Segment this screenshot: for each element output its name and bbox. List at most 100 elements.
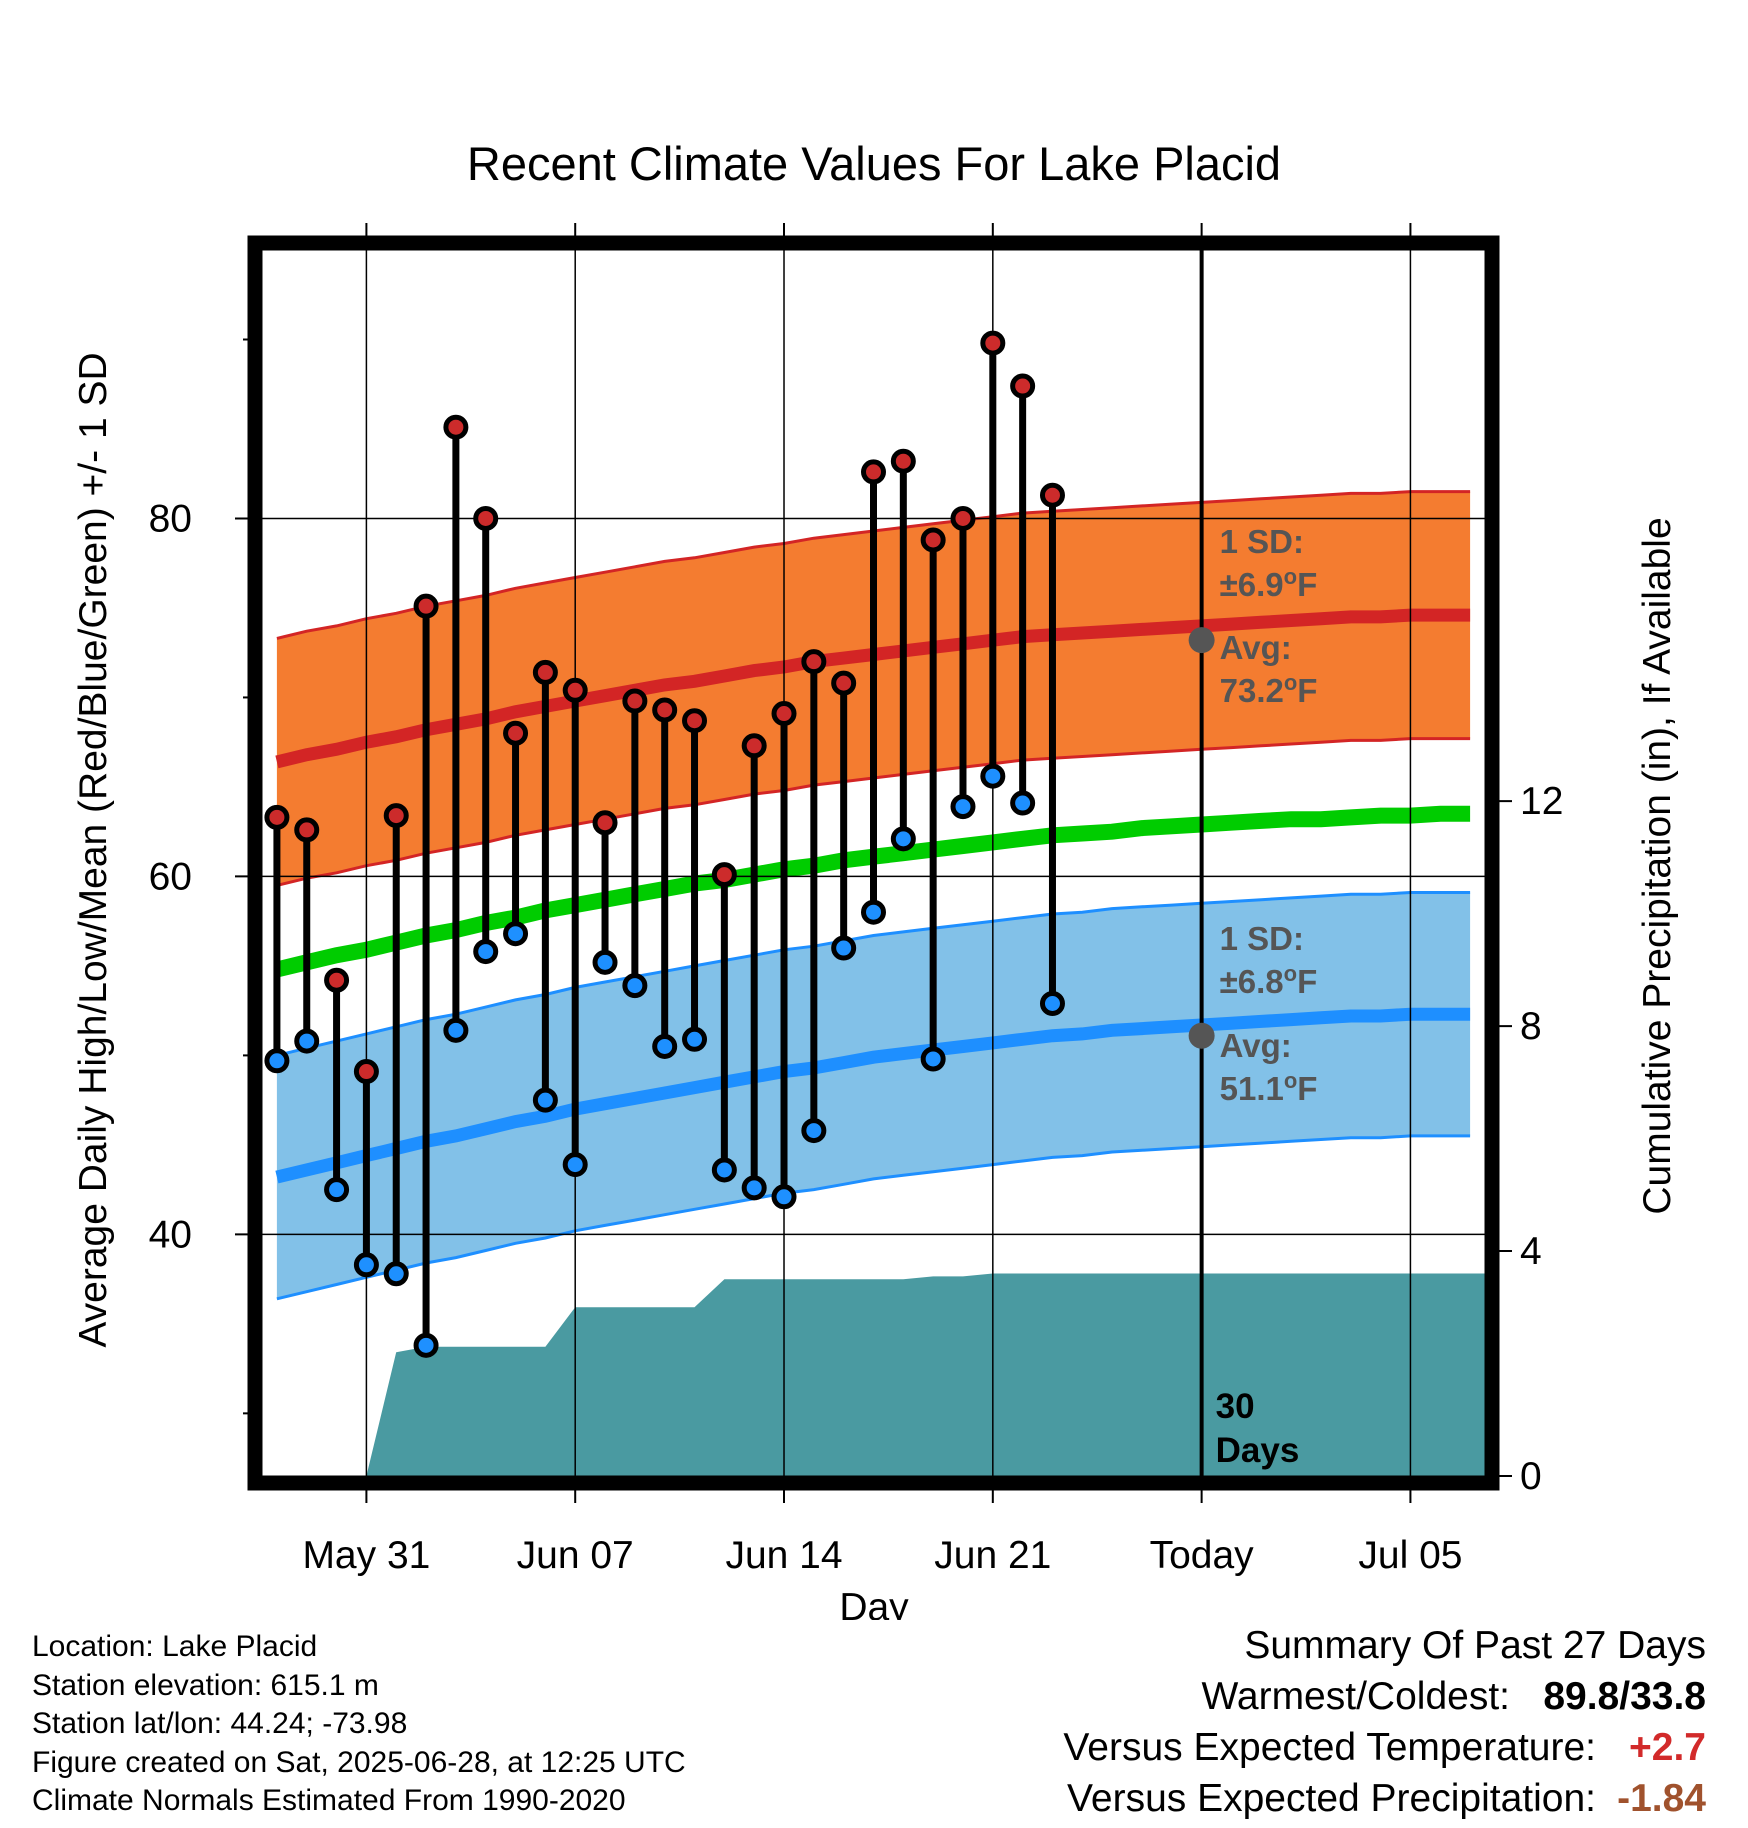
observed-high-point: [383, 803, 409, 829]
elevation-text: Station elevation: 615.1 m: [32, 1668, 379, 1702]
observed-high-point: [503, 720, 529, 746]
observed-high-point: [622, 688, 648, 714]
precip-row: Versus Expected Precipitation: -1.84: [1063, 1773, 1706, 1824]
observed-high-point: [1039, 482, 1065, 508]
y-tick-label: 40: [149, 1213, 192, 1256]
normals-text: Climate Normals Estimated From 1990-2020: [32, 1784, 626, 1817]
warm-cold-row: Warmest/Coldest: 89.8/33.8: [1063, 1671, 1706, 1722]
observed-high-point: [920, 527, 946, 553]
x-tick-label: Jun 21: [934, 1534, 1051, 1577]
observed-low-point: [831, 935, 857, 961]
low-sd-value: ±6.8oF: [1220, 961, 1318, 1001]
observed-low-point: [443, 1017, 469, 1043]
observed-high-point: [562, 677, 588, 703]
observed-low-point: [682, 1026, 708, 1052]
observed-low-point: [264, 1048, 290, 1074]
low-sd-upper-line: [276, 891, 1471, 1057]
observed-low-point: [294, 1028, 320, 1054]
latlon-text: Station lat/lon: 44.24; -73.98: [32, 1707, 408, 1740]
observed-low-point: [413, 1332, 439, 1358]
observed-low-point: [1039, 990, 1065, 1016]
plot-frame: [247, 235, 1500, 1491]
observed-low-point: [503, 921, 529, 947]
observed-low-point: [980, 763, 1006, 789]
high-sd-value: ±6.9oF: [1220, 564, 1318, 604]
low-avg-label: Avg:: [1220, 1027, 1292, 1064]
observed-low-point: [920, 1046, 946, 1072]
warm-cold-value: 89.8/33.8: [1543, 1675, 1706, 1718]
observed-low-point: [562, 1152, 588, 1178]
observed-low-point: [1102, 0, 1122, 10]
precip-days-label: 30 Days: [1216, 1387, 1300, 1470]
plot-area: [262, 0, 1485, 1476]
y2-tick-label: 8: [1520, 1005, 1542, 1048]
y-axis-label: Average Daily High/Low/Mean (Red/Blue/Gr…: [72, 352, 115, 1347]
normal-low-line: [275, 1007, 1471, 1184]
observed-high-point: [1102, 0, 1122, 10]
temp-value: +2.7: [1629, 1726, 1706, 1769]
observed-high-point: [324, 967, 350, 993]
y2-tick-label: 4: [1520, 1230, 1542, 1273]
observed-high-point: [1162, 0, 1182, 10]
observed-high-point: [473, 505, 499, 531]
precip-area: [262, 1273, 1485, 1476]
observed-low-point: [622, 973, 648, 999]
today-low-avg-point: [1188, 1022, 1215, 1049]
climate-chart: Recent Climate Values For Lake Placid 1 …: [72, 0, 1679, 1620]
observed-low-point: [592, 949, 618, 975]
y-tick-label: 60: [149, 855, 192, 898]
observed-high-point: [353, 1059, 379, 1085]
high-avg-label: Avg:: [1220, 629, 1292, 666]
x-tick-label: May 31: [302, 1534, 430, 1577]
observed-high-point: [771, 701, 797, 727]
x-tick-label: Jun 07: [517, 1534, 634, 1577]
observed-low-point: [890, 826, 916, 852]
observed-high-point: [443, 414, 469, 440]
observed-low-point: [771, 1184, 797, 1210]
observed-low-point: [1010, 790, 1036, 816]
observed-low-point: [383, 1261, 409, 1287]
observed-high-point: [532, 659, 558, 685]
observed-low-point: [861, 899, 886, 925]
high-sd-label: 1 SD:: [1220, 523, 1304, 560]
observed-high-point: [264, 804, 290, 830]
x-tick-label: Jul 05: [1358, 1534, 1462, 1577]
observed-high-point: [801, 649, 827, 675]
observed-low-point: [652, 1033, 678, 1059]
observed-low-point: [1162, 0, 1182, 10]
precip-label: Versus Expected Precipitation:: [1067, 1777, 1596, 1820]
x-axis-label: Day: [839, 1586, 909, 1620]
location-text: Location: Lake Placid: [32, 1630, 318, 1663]
observed-low-point: [1132, 0, 1152, 10]
y-tick-label: 80: [149, 497, 192, 540]
summary-panel: Summary Of Past 27 Days Warmest/Coldest:…: [1063, 1620, 1706, 1824]
observed-high-point: [413, 593, 439, 619]
observed-low-point: [324, 1177, 350, 1203]
observed-high-point: [861, 459, 886, 485]
observed-low-point: [353, 1252, 379, 1278]
observed-high-point: [741, 733, 767, 759]
summary-title: Summary Of Past 27 Days: [1244, 1624, 1706, 1667]
warm-cold-label: Warmest/Coldest:: [1201, 1675, 1510, 1718]
observed-high-point: [711, 862, 737, 888]
observed-low-point: [711, 1157, 737, 1183]
high-avg-value: 73.2oF: [1220, 670, 1318, 710]
y2-axis-label: Cumulative Precipitation (in), If Availa…: [1636, 517, 1679, 1214]
observed-low-point: [473, 939, 499, 965]
observed-high-point: [1072, 0, 1092, 10]
y2-tick-label: 12: [1520, 780, 1563, 823]
today-high-avg-point: [1188, 627, 1215, 654]
x-tick-label: Today: [1150, 1534, 1255, 1577]
observed-high-point: [950, 505, 976, 531]
precip-value: -1.84: [1617, 1777, 1706, 1820]
observed-high-point: [294, 817, 320, 843]
temp-row: Versus Expected Temperature: +2.7: [1063, 1722, 1706, 1773]
low-sd-lower-line: [276, 1134, 1471, 1301]
station-info: Location: Lake Placid Station elevation:…: [32, 1628, 686, 1821]
observed-low-point: [1072, 0, 1092, 10]
chart-title: Recent Climate Values For Lake Placid: [467, 137, 1281, 190]
observed-low-point: [532, 1087, 558, 1113]
observed-high-point: [592, 810, 618, 836]
observed-low-point: [950, 794, 976, 820]
observed-high-point: [682, 708, 708, 734]
